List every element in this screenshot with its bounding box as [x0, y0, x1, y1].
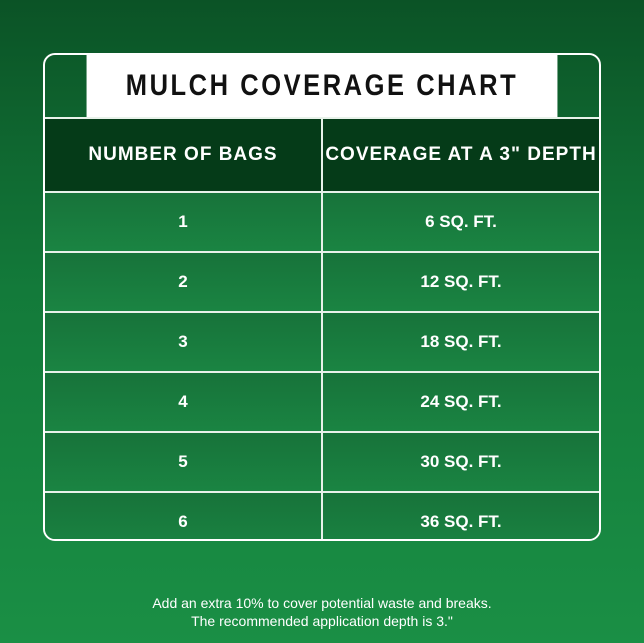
- header-cell: NUMBER OF BAGS: [88, 144, 278, 165]
- table-cell: 5: [178, 452, 188, 471]
- table-row: 5 30 SQ. FT.: [45, 431, 599, 491]
- table-row: 4 24 SQ. FT.: [45, 371, 599, 431]
- footnote-line: The recommended application depth is 3.": [191, 613, 453, 629]
- header-row: NUMBER OF BAGS COVERAGE AT A 3" DEPTH: [45, 117, 599, 191]
- table-cell: 1: [178, 212, 188, 231]
- footnote: Add an extra 10% to cover potential wast…: [0, 594, 644, 630]
- table-cell: 30 SQ. FT.: [321, 433, 599, 491]
- table-row: 1 6 SQ. FT.: [45, 191, 599, 251]
- table-cell: 18 SQ. FT.: [321, 313, 599, 371]
- footnote-line: Add an extra 10% to cover potential wast…: [152, 595, 492, 611]
- table-cell: 6 SQ. FT.: [321, 193, 599, 251]
- header-cell: COVERAGE AT A 3" DEPTH: [321, 119, 599, 191]
- coverage-card: MULCH COVERAGE CHART NUMBER OF BAGS COVER…: [43, 53, 601, 541]
- table-cell: 4: [178, 392, 188, 411]
- table-cell: 12 SQ. FT.: [321, 253, 599, 311]
- table-cell: 24 SQ. FT.: [321, 373, 599, 431]
- coverage-table: NUMBER OF BAGS COVERAGE AT A 3" DEPTH 1 6 S…: [45, 117, 599, 539]
- title: MULCH COVERAGE CHART: [86, 55, 558, 117]
- table-cell: 36 SQ. FT.: [321, 493, 599, 539]
- table-cell: 3: [178, 332, 188, 351]
- table-row: 3 18 SQ. FT.: [45, 311, 599, 371]
- table-row: 6 36 SQ. FT.: [45, 491, 599, 539]
- table-cell: 6: [178, 512, 188, 531]
- table-row: 2 12 SQ. FT.: [45, 251, 599, 311]
- table-cell: 2: [178, 272, 188, 291]
